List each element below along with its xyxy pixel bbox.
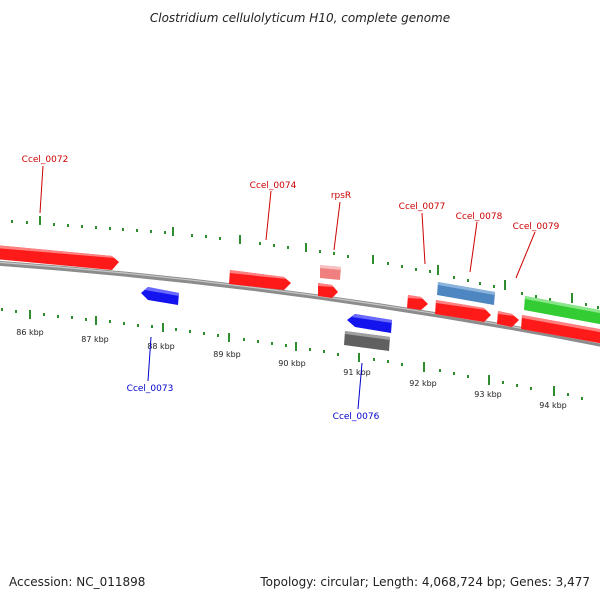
label-leaders (39, 165, 536, 410)
gene-label-rpsr[interactable]: rpsR (331, 191, 351, 201)
genome-summary-text: Topology: circular; Length: 4,068,724 bp… (260, 575, 590, 589)
gene-forward-0078b[interactable] (435, 300, 491, 322)
accession-text: Accession: NC_011898 (9, 575, 146, 589)
scale-labels: 86 kbp 87 kbp 88 kbp 89 kbp 90 kbp 91 kb… (16, 328, 567, 410)
gene-forward-right[interactable] (521, 315, 600, 344)
gene-green[interactable] (524, 296, 600, 325)
gene-label-ccel-0073[interactable]: Ccel_0073 (127, 384, 174, 394)
scale-label: 94 kbp (539, 401, 567, 410)
gene-label-ccel-0079[interactable]: Ccel_0079 (513, 222, 560, 232)
gene-label-ccel-0077[interactable]: Ccel_0077 (399, 202, 446, 212)
gene-ccel-0077[interactable] (407, 295, 428, 310)
scale-label: 91 kbp (343, 368, 371, 377)
gene-ccel-0076[interactable] (347, 314, 392, 333)
map-title: Clostridium cellulolyticum H10, complete… (150, 11, 450, 25)
genome-backbone (0, 260, 600, 347)
gene-ccel-0073[interactable] (141, 287, 179, 305)
scale-label: 92 kbp (409, 379, 437, 388)
scale-label: 93 kbp (474, 390, 502, 399)
gene-label-ccel-0076[interactable]: Ccel_0076 (333, 412, 380, 422)
scale-label: 90 kbp (278, 359, 306, 368)
scale-label: 89 kbp (213, 350, 241, 359)
genes (0, 245, 600, 351)
gene-ccel-0074[interactable] (229, 270, 291, 290)
gene-labels: Ccel_0072 Ccel_0073 Ccel_0074 rpsR Ccel_… (22, 155, 560, 422)
gene-pseudo[interactable] (344, 331, 390, 351)
inner-tick-marks (1, 308, 583, 400)
gene-rpsr[interactable] (320, 265, 341, 280)
scale-label: 87 kbp (81, 335, 109, 344)
gene-label-ccel-0078[interactable]: Ccel_0078 (456, 212, 503, 222)
gene-label-ccel-0074[interactable]: Ccel_0074 (250, 181, 297, 191)
outer-tick-marks (11, 216, 599, 309)
gene-label-ccel-0072[interactable]: Ccel_0072 (22, 155, 69, 165)
scale-label: 88 kbp (147, 342, 175, 351)
gene-ccel-0072[interactable] (0, 245, 119, 270)
gene-ccel-0078[interactable] (437, 282, 495, 305)
gene-small-forward[interactable] (318, 283, 338, 298)
scale-label: 86 kbp (16, 328, 44, 337)
gene-ccel-0079[interactable] (497, 311, 519, 327)
